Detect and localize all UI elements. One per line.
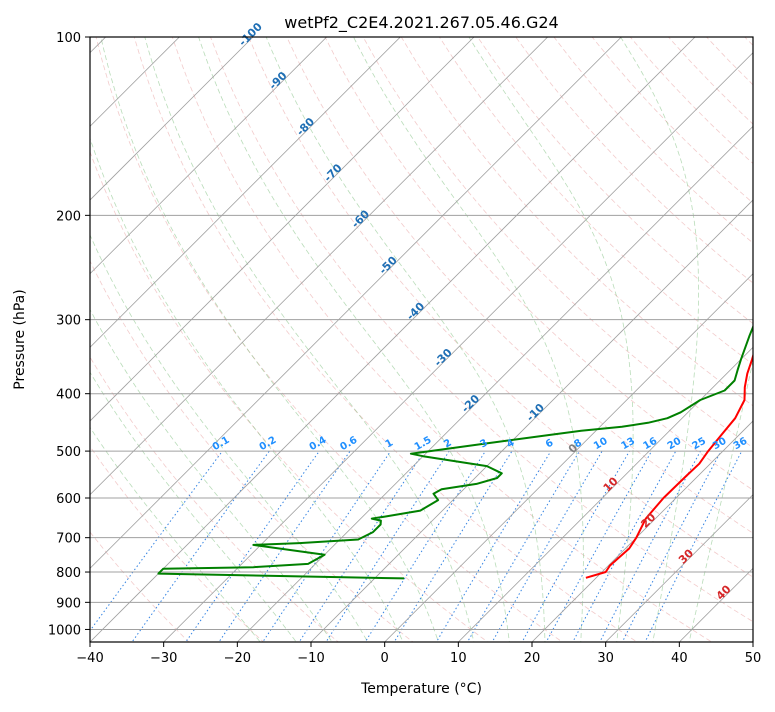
y-tick-label: 200 [56,209,81,224]
x-axis-label: Temperature (°C) [360,681,482,697]
moist-adiabat-line [90,308,333,642]
x-tick-label: 30 [597,651,614,666]
plot-area [90,37,753,642]
profile-series [157,324,753,580]
dry-adiabat-line [90,260,414,642]
x-tick-label: 50 [745,651,762,666]
y-tick-label: 600 [56,492,81,507]
dry-adiabat-line [133,37,638,642]
x-tick-label: 20 [524,651,541,666]
isotherm-line [605,494,753,642]
y-tick-label: 800 [56,566,81,581]
moist-adiabat-line [265,37,546,642]
isotherm-line [531,420,753,642]
isotherm-line [90,37,549,496]
mixing-ratio-label: 3 [478,437,490,450]
isotherm-line [90,37,254,201]
y-tick-label: 300 [56,314,81,329]
isotherm-line [457,346,753,642]
temperature-series-line [585,352,753,579]
mixing-ratio-label: 6 [544,437,556,450]
axis-ticks: −40 −30 −20 −10 0 10 20 30 40 50 100 200 300 400 500 60… [48,31,761,666]
isotherm-line [310,199,753,642]
x-tick-label: −40 [76,651,103,666]
moist-adiabat-line [144,37,475,642]
dry-adiabat-line [171,37,713,642]
isotherm-line [90,37,696,642]
mixing-ratio-label: 2 [442,437,454,450]
dry-adiabat-line [248,37,753,578]
y-axis-label: Pressure (hPa) [12,289,28,389]
isobar-lines [90,37,753,630]
y-tick-label: 400 [56,388,81,403]
mixing-ratio-label: 1 [384,437,396,450]
dry-adiabat-line [95,37,564,642]
dewpoint-series-line [157,324,753,580]
dry-adiabat-line [362,37,753,449]
dry-adiabat-line [210,37,753,623]
x-tick-label: −20 [224,651,251,666]
x-tick-label: 40 [671,651,688,666]
y-tick-label: 500 [56,445,81,460]
x-tick-label: −10 [297,651,324,666]
isotherm-line [384,273,753,642]
chart-title: wetPf2_C2E4.2021.267.05.46.G24 [284,13,558,33]
dry-adiabat-line [90,531,190,642]
y-tick-label: 900 [56,596,81,611]
isotherm-line [90,37,622,569]
x-tick-label: 0 [381,651,389,666]
dry-adiabat-line [90,445,265,642]
isotherm-line [236,125,753,642]
dry-adiabat-line [90,356,339,642]
dry-adiabat-line [515,37,753,284]
plot-frame [89,36,754,643]
y-tick-label: 700 [56,532,81,547]
isotherm-line [90,37,180,127]
mixing-ratio-label: 8 [572,437,584,450]
y-tick-label: 1000 [48,623,81,638]
dry-adiabat-line [400,37,753,407]
x-tick-label: 10 [450,651,467,666]
isotherm-line [90,37,328,275]
moist-adiabat-line [90,234,369,642]
isotherm-line [90,37,475,422]
mixing-ratio-label: 4 [505,437,517,450]
dry-adiabat-line [477,37,753,325]
isotherm-line [90,37,401,348]
moist-adiabat-line [620,37,699,642]
x-tick-label: −30 [150,651,177,666]
y-tick-label: 100 [56,31,81,46]
